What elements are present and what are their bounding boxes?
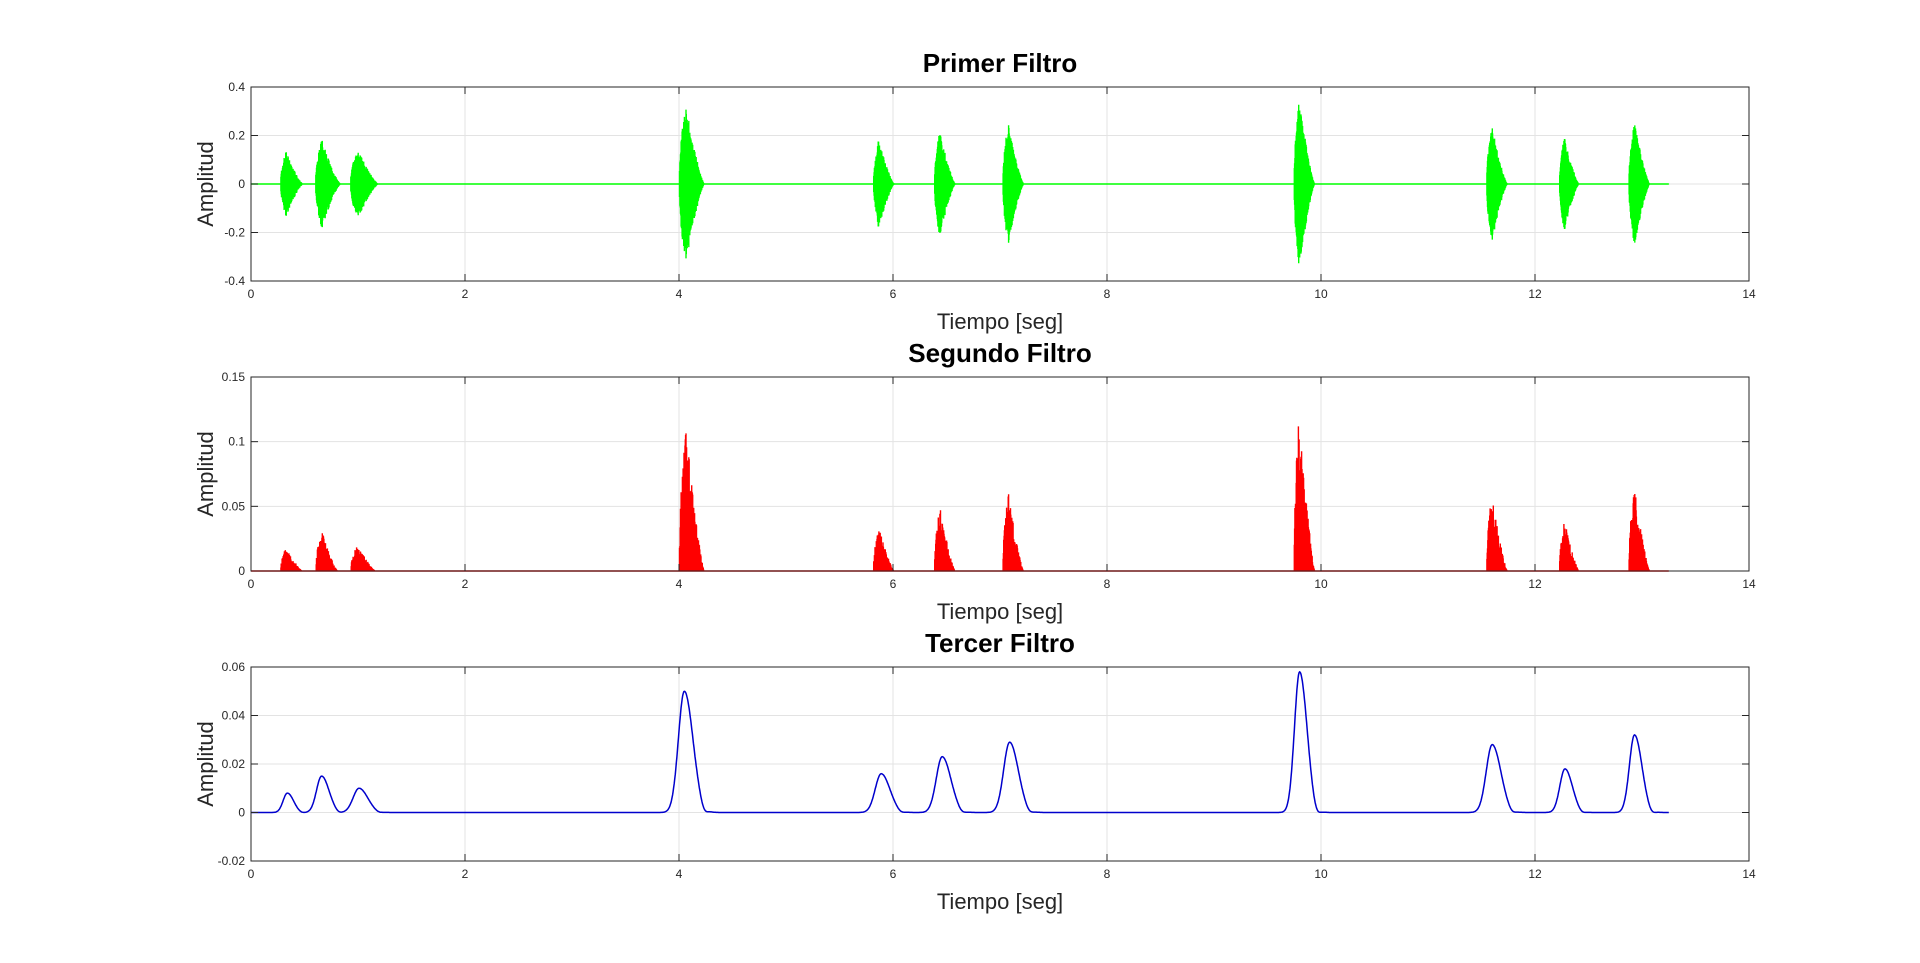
y-axis-label: Amplitud [193,431,218,517]
x-tick-label: 6 [890,867,897,881]
chart-title: Segundo Filtro [908,338,1091,368]
x-axis-label: Tiempo [seg] [937,889,1063,914]
y-tick-label: 0.2 [228,129,245,143]
x-axis-label: Tiempo [seg] [937,599,1063,624]
signal-trace [251,670,1669,814]
x-tick-label: 4 [676,867,683,881]
subplot-1: 0 2 4 6 8 10 12 14 -0.4 -0.2 0 0.2 0.4 Primer Filtro T… [193,48,1756,334]
x-tick-label: 0 [248,867,255,881]
y-axis-label: Amplitud [193,141,218,227]
x-tick-label: 12 [1528,287,1542,301]
x-tick-label: 14 [1742,867,1756,881]
y-tick-label: -0.02 [218,854,246,868]
signal-series [251,670,1669,814]
x-tick-label: 8 [1104,577,1111,591]
y-tick-label: 0 [238,564,245,578]
x-tick-label: 10 [1314,867,1328,881]
axes-box [250,376,1750,572]
x-tick-label: 0 [248,287,255,301]
y-tick-label: 0.04 [222,709,246,723]
y-tick-label: 0.06 [222,660,246,674]
x-tick-label: 6 [890,577,897,591]
x-tick-label: 2 [462,287,469,301]
chart-title: Primer Filtro [923,48,1078,78]
x-tick-label: 8 [1104,867,1111,881]
x-axis-label: Tiempo [seg] [937,309,1063,334]
x-tick-label: 12 [1528,867,1542,881]
y-tick-label: 0.15 [222,370,246,384]
y-tick-label: 0.02 [222,757,246,771]
y-tick-label: 0 [238,806,245,820]
x-tick-label: 0 [248,577,255,591]
x-tick-label: 2 [462,577,469,591]
y-tick-label: 0 [238,177,245,191]
x-tick-label: 8 [1104,287,1111,301]
axes-background [251,377,1749,571]
x-tick-label: 14 [1742,287,1756,301]
x-tick-label: 4 [676,577,683,591]
y-axis-label: Amplitud [193,721,218,807]
x-tick-label: 2 [462,867,469,881]
y-tick-label: 0.1 [228,435,245,449]
x-tick-label: 6 [890,287,897,301]
y-tick-label: -0.4 [224,274,245,288]
x-tick-label: 4 [676,287,683,301]
chart-title: Tercer Filtro [925,628,1075,658]
x-tick-label: 14 [1742,577,1756,591]
subplot-2: 0 2 4 6 8 10 12 14 0 0.05 0.1 0.15 Segundo Filtro Tie… [193,338,1756,624]
y-tick-label: 0.4 [228,80,245,94]
y-tick-label: 0.05 [222,499,246,513]
x-tick-label: 10 [1314,287,1328,301]
x-tick-label: 12 [1528,577,1542,591]
x-tick-label: 10 [1314,577,1328,591]
y-tick-label: -0.2 [224,226,245,240]
